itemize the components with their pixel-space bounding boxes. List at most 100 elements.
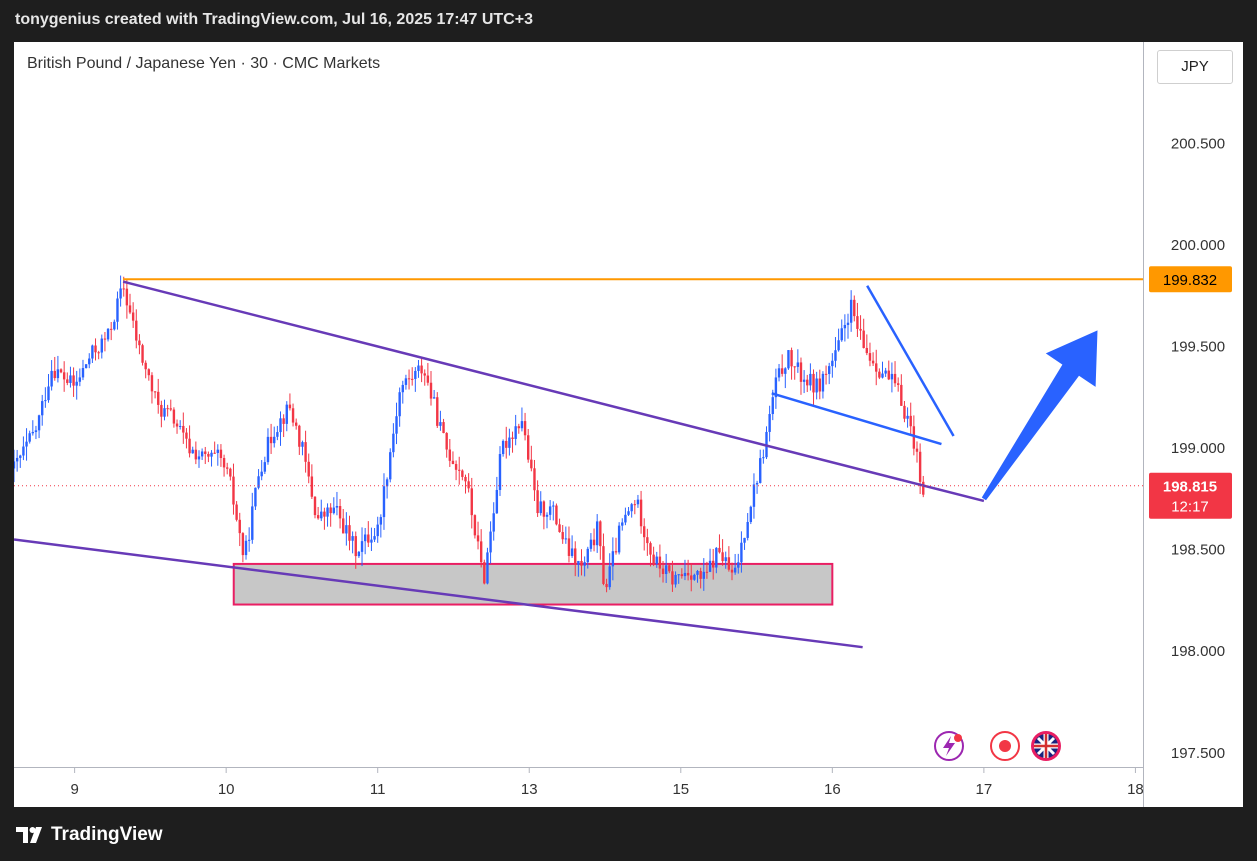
- candle-body[interactable]: [862, 330, 865, 348]
- candle-body[interactable]: [194, 449, 198, 460]
- candle-body[interactable]: [878, 371, 881, 378]
- candle-body[interactable]: [185, 432, 188, 439]
- candle-body[interactable]: [150, 375, 154, 392]
- candle-body[interactable]: [740, 542, 743, 563]
- candle-body[interactable]: [884, 370, 887, 374]
- candle-body[interactable]: [191, 449, 194, 454]
- candle-body[interactable]: [244, 540, 248, 556]
- candle-body[interactable]: [307, 461, 310, 477]
- candle-body[interactable]: [113, 321, 116, 330]
- candle-body[interactable]: [658, 556, 662, 569]
- candle-body[interactable]: [762, 457, 765, 459]
- candle-body[interactable]: [574, 548, 577, 565]
- candle-body[interactable]: [495, 489, 499, 514]
- candle-body[interactable]: [260, 471, 263, 477]
- candle-body[interactable]: [229, 468, 232, 477]
- candle-body[interactable]: [649, 543, 652, 555]
- candle-body[interactable]: [442, 422, 445, 434]
- candle-body[interactable]: [790, 350, 793, 367]
- candle-body[interactable]: [796, 362, 800, 367]
- candle-body[interactable]: [370, 539, 373, 543]
- candle-body[interactable]: [276, 432, 279, 437]
- candle-body[interactable]: [335, 505, 339, 508]
- candle-body[interactable]: [617, 525, 621, 553]
- candle-body[interactable]: [367, 534, 370, 543]
- candle-body[interactable]: [448, 449, 452, 461]
- candle-body[interactable]: [580, 560, 583, 566]
- candle-body[interactable]: [392, 433, 395, 453]
- candle-body[interactable]: [222, 458, 226, 468]
- candle-body[interactable]: [846, 322, 850, 325]
- candle-body[interactable]: [138, 340, 141, 346]
- candle-body[interactable]: [116, 298, 119, 322]
- candle-body[interactable]: [313, 496, 317, 516]
- candle-body[interactable]: [777, 368, 781, 378]
- candle-body[interactable]: [407, 378, 411, 380]
- candle-body[interactable]: [182, 425, 185, 433]
- candle-body[interactable]: [75, 381, 78, 386]
- candle-body[interactable]: [849, 299, 853, 323]
- candle-body[interactable]: [498, 454, 502, 490]
- tradingview-logo[interactable]: TradingView: [16, 823, 163, 847]
- candle-body[interactable]: [147, 369, 151, 376]
- candle-body[interactable]: [711, 560, 715, 568]
- candle-body[interactable]: [586, 548, 589, 563]
- bullish-arrow[interactable]: [981, 330, 1098, 501]
- candle-body[interactable]: [22, 446, 25, 456]
- candle-body[interactable]: [25, 441, 28, 447]
- candle-body[interactable]: [592, 539, 596, 546]
- candle-body[interactable]: [294, 422, 298, 426]
- candle-body[interactable]: [533, 468, 536, 491]
- candle-body[interactable]: [505, 440, 508, 448]
- candle-body[interactable]: [473, 515, 477, 536]
- candle-body[interactable]: [414, 370, 417, 379]
- candle-body[interactable]: [72, 375, 75, 386]
- candle-body[interactable]: [815, 378, 818, 393]
- candle-body[interactable]: [646, 537, 649, 544]
- candle-body[interactable]: [708, 560, 712, 572]
- candle-body[interactable]: [232, 476, 235, 505]
- candle-body[interactable]: [119, 288, 122, 299]
- candle-body[interactable]: [78, 377, 82, 382]
- candle-body[interactable]: [859, 328, 862, 331]
- candle-body[interactable]: [288, 404, 292, 409]
- candle-body[interactable]: [131, 312, 135, 321]
- candle-body[interactable]: [595, 521, 599, 546]
- candle-body[interactable]: [160, 404, 163, 417]
- candle-body[interactable]: [363, 534, 367, 542]
- candle-body[interactable]: [464, 476, 467, 482]
- candle-body[interactable]: [881, 373, 884, 378]
- candle-body[interactable]: [636, 499, 640, 505]
- candle-body[interactable]: [683, 572, 687, 577]
- candle-body[interactable]: [671, 571, 674, 585]
- candle-body[interactable]: [802, 379, 806, 382]
- candle-body[interactable]: [828, 366, 831, 375]
- candle-body[interactable]: [868, 353, 872, 361]
- candle-body[interactable]: [840, 328, 843, 341]
- candle-body[interactable]: [780, 368, 784, 374]
- candle-body[interactable]: [329, 507, 332, 514]
- candle-body[interactable]: [125, 288, 129, 306]
- candle-body[interactable]: [332, 507, 336, 514]
- candle-body[interactable]: [432, 397, 436, 399]
- candle-body[interactable]: [389, 452, 392, 480]
- candle-body[interactable]: [567, 538, 571, 556]
- candle-body[interactable]: [285, 404, 288, 424]
- candle-body[interactable]: [188, 438, 191, 454]
- candle-body[interactable]: [354, 536, 357, 557]
- candle-body[interactable]: [436, 397, 439, 426]
- candle-body[interactable]: [88, 358, 91, 365]
- candle-body[interactable]: [737, 562, 740, 568]
- candle-body[interactable]: [273, 436, 276, 444]
- candle-body[interactable]: [564, 538, 568, 540]
- candle-body[interactable]: [856, 316, 859, 329]
- candle-body[interactable]: [746, 521, 749, 538]
- candle-body[interactable]: [47, 386, 50, 401]
- candle-body[interactable]: [470, 488, 473, 516]
- candle-body[interactable]: [674, 574, 677, 585]
- candle-body[interactable]: [520, 421, 524, 429]
- candle-body[interactable]: [812, 373, 815, 393]
- candle-body[interactable]: [523, 421, 527, 436]
- flag-upper-line[interactable]: [866, 285, 955, 437]
- candle-body[interactable]: [197, 456, 201, 460]
